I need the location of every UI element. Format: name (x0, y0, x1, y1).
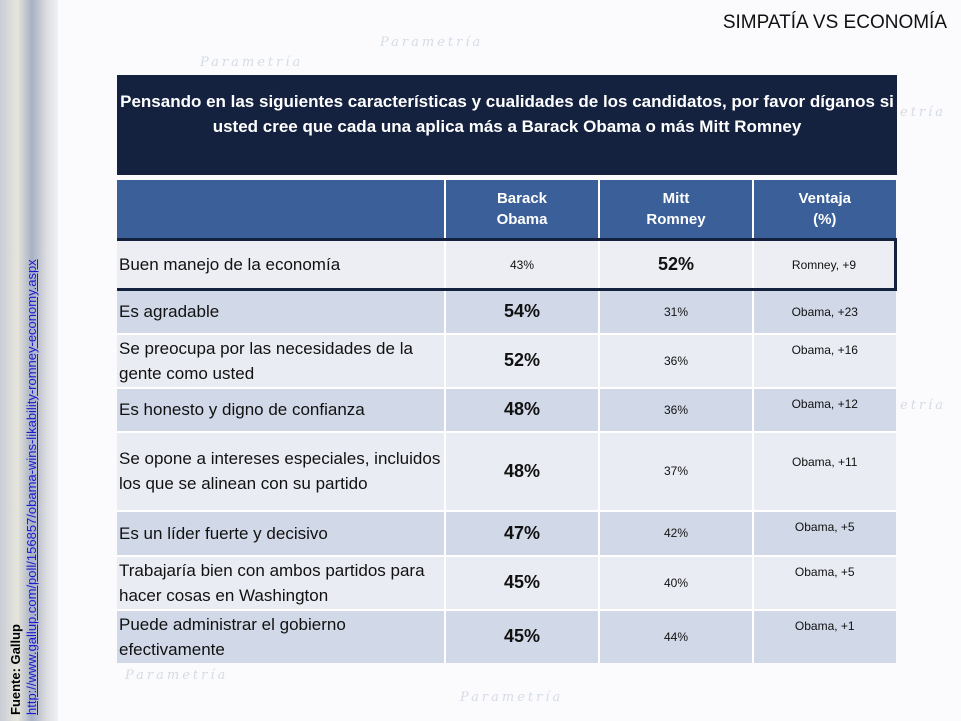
advantage-value: Obama, +11 (752, 430, 896, 511)
row-label: Es honesto y digno de confianza (117, 386, 445, 432)
decorative-tree-strip (0, 0, 58, 721)
source-link[interactable]: http://www.gallup.com/poll/156857/obama-… (24, 259, 39, 715)
advantage-value: Obama, +16 (752, 332, 896, 388)
table-row: Es agradable 54% 31% Obama, +23 (117, 288, 896, 334)
question-box: Pensando en las siguientes característic… (117, 75, 897, 175)
row-label: Se opone a intereses especiales, incluid… (117, 430, 445, 511)
source-note: Fuente: Gallup http://www.gallup.com/pol… (8, 175, 40, 715)
row-label: Trabajaría bien con ambos partidos para … (117, 554, 445, 610)
watermark: Parametría (200, 55, 304, 70)
romney-value: 36% (598, 386, 753, 432)
watermark: etría (900, 105, 947, 120)
slide-title: SIMPATÍA VS ECONOMÍA (722, 12, 947, 33)
table-header: Barack Obama Mitt Romney Ventaja (%) (117, 180, 896, 240)
obama-value: 43% (444, 238, 599, 291)
advantage-value: Obama, +23 (752, 288, 896, 334)
header-obama: Barack Obama (444, 180, 599, 240)
watermark: Parametría (380, 35, 484, 50)
obama-value: 52% (444, 332, 599, 388)
results-table: Barack Obama Mitt Romney Ventaja (%) Buen m… (117, 180, 897, 663)
romney-value: 36% (598, 332, 753, 388)
advantage-value: Obama, +5 (752, 554, 896, 610)
row-label: Es agradable (117, 288, 445, 334)
advantage-value: Obama, +5 (752, 509, 896, 556)
obama-value: 48% (444, 386, 599, 432)
row-label: Puede administrar el gobierno efectivame… (117, 608, 445, 663)
obama-value: 47% (444, 509, 599, 556)
obama-value: 45% (444, 554, 599, 610)
table-row: Trabajaría bien con ambos partidos para … (117, 554, 896, 610)
watermark: Parametría (125, 668, 229, 683)
header-romney: Mitt Romney (598, 180, 753, 240)
source-label: Fuente: Gallup (8, 624, 23, 715)
row-label: Buen manejo de la economía (117, 238, 445, 291)
table-row: Es un líder fuerte y decisivo 47% 42% Obama… (117, 509, 896, 556)
row-label: Se preocupa por las necesidades de la ge… (117, 332, 445, 388)
obama-value: 45% (444, 608, 599, 663)
romney-value: 40% (598, 554, 753, 610)
advantage-value: Romney, +9 (752, 238, 897, 291)
row-label: Es un líder fuerte y decisivo (117, 509, 445, 556)
advantage-value: Obama, +1 (752, 608, 896, 663)
header-blank (117, 180, 445, 240)
table-row: Se opone a intereses especiales, incluid… (117, 430, 896, 511)
watermark: Parametría (460, 690, 564, 705)
romney-value: 52% (598, 238, 753, 291)
romney-value: 44% (598, 608, 753, 663)
advantage-value: Obama, +12 (752, 386, 896, 432)
table-row: Buen manejo de la economía 43% 52% Romney, … (117, 238, 897, 291)
obama-value: 48% (444, 430, 599, 511)
table-row: Es honesto y digno de confianza 48% 36% Oba… (117, 386, 896, 432)
romney-value: 42% (598, 509, 753, 556)
watermark: etría (900, 398, 947, 413)
romney-value: 37% (598, 430, 753, 511)
table-row: Se preocupa por las necesidades de la ge… (117, 332, 896, 388)
obama-value: 54% (444, 288, 599, 334)
romney-value: 31% (598, 288, 753, 334)
table-row: Puede administrar el gobierno efectivame… (117, 608, 896, 663)
header-advantage: Ventaja (%) (752, 180, 896, 240)
